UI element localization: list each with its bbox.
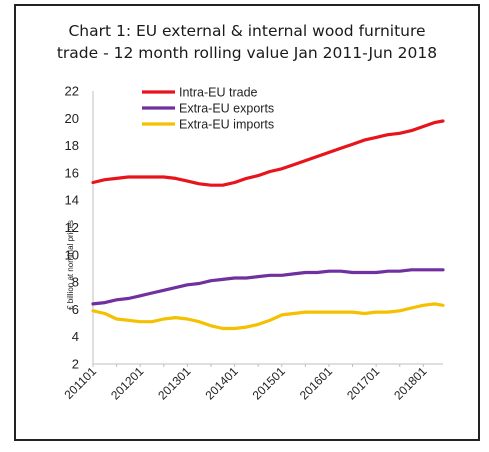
- y-tick-label: 14: [65, 193, 79, 208]
- x-tick-label: 201501: [250, 364, 288, 402]
- series-line-intra-eu-trade: [91, 119, 445, 187]
- y-tick-label: 6: [72, 302, 79, 317]
- x-tick-label: 201401: [202, 364, 240, 402]
- legend-label-extra-eu-imports: Extra-EU imports: [179, 118, 274, 132]
- x-tick-label: 201801: [391, 364, 429, 402]
- y-tick-label: 22: [65, 84, 79, 99]
- chart-title: Chart 1: EU external & internal wood fur…: [16, 20, 478, 64]
- chart-title-line-1: Chart 1: EU external & internal wood fur…: [68, 22, 426, 40]
- y-tick-label: 2: [72, 357, 79, 372]
- chart-frame: Chart 1: EU external & internal wood fur…: [14, 4, 480, 441]
- y-tick-label: 4: [72, 329, 79, 344]
- series-line-extra-eu-imports: [91, 302, 445, 331]
- x-axis: 201101 201201 201301 201401 201501 201601 2017…: [62, 363, 443, 402]
- legend-label-extra-eu-exports: Extra-EU exports: [179, 102, 274, 116]
- x-tick-label: 201101: [62, 364, 100, 402]
- series-lines: [91, 119, 445, 331]
- y-tick-label: 16: [65, 165, 79, 180]
- y-axis-label: € billion at nominal prices: [66, 220, 75, 310]
- y-tick-label: 18: [65, 138, 79, 153]
- x-tick-label: 201601: [297, 364, 335, 402]
- legend-label-intra-eu-trade: Intra-EU trade: [179, 86, 258, 100]
- x-tick-label: 201701: [344, 364, 382, 402]
- y-axis: 2 4 6 8 10 12 14 16 18 20 22: [65, 84, 94, 372]
- y-tick-label: 8: [72, 275, 79, 290]
- y-tick-label: 10: [65, 247, 79, 262]
- series-line-extra-eu-exports: [91, 268, 445, 306]
- y-tick-label: 12: [65, 220, 79, 235]
- chart-title-line-2: trade - 12 month rolling value Jan 2011-…: [56, 44, 438, 62]
- x-tick-label: 201201: [108, 364, 146, 402]
- y-tick-label: 20: [65, 111, 79, 126]
- legend: Intra-EU trade Extra-EU exports Extra-EU i…: [142, 86, 274, 132]
- x-tick-label: 201301: [155, 364, 193, 402]
